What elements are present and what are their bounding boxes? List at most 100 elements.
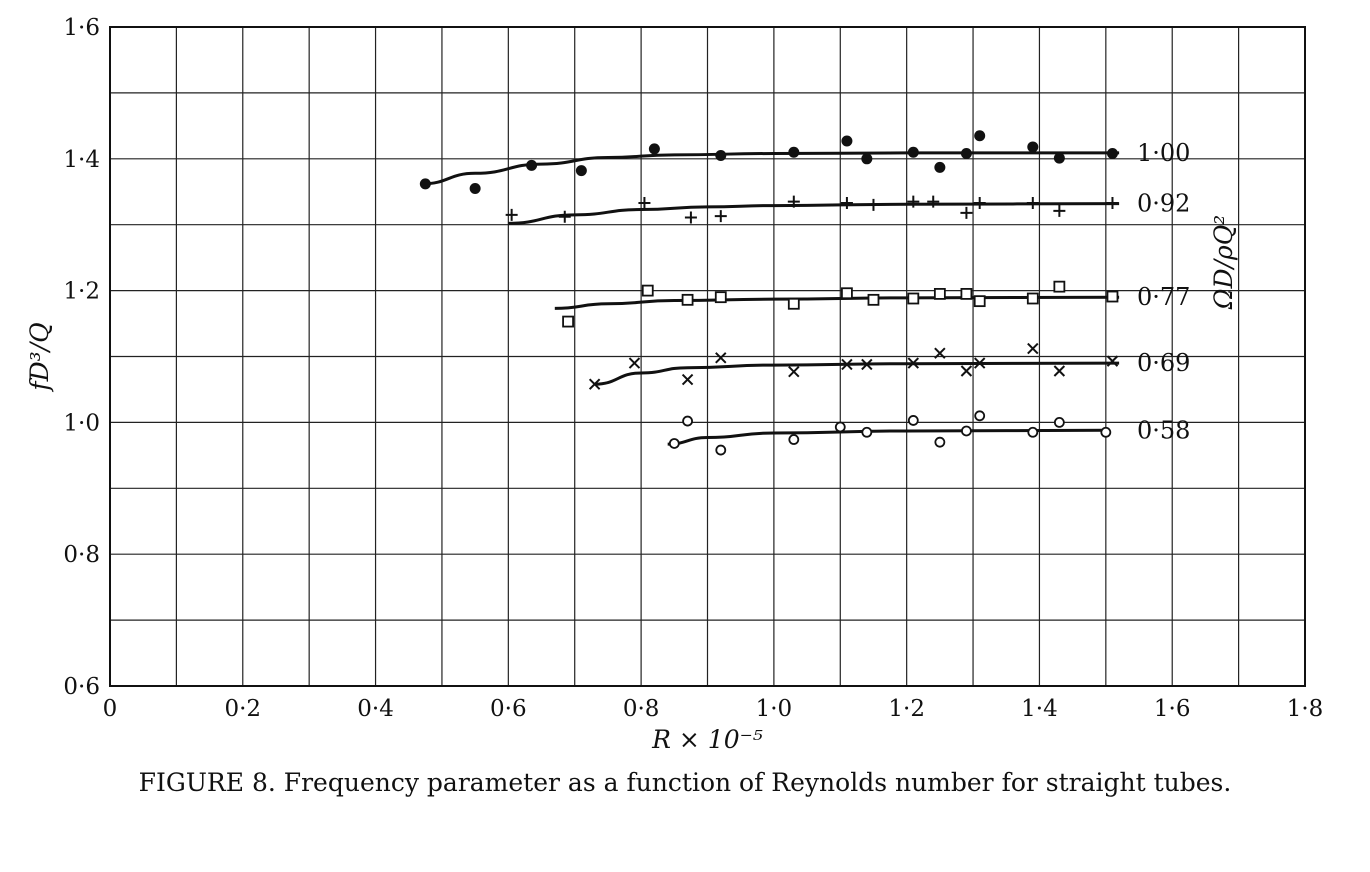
series-2: 0·77: [554, 280, 1190, 328]
x-tick-label: 0·4: [357, 696, 394, 722]
data-point: [1026, 196, 1039, 209]
data-point: [841, 358, 853, 371]
data-point: [961, 425, 972, 437]
y-tick-label: 0·8: [63, 542, 100, 568]
fitted-curve: [508, 202, 1120, 225]
data-point: [1053, 280, 1066, 293]
y-axis-label: fD³/Q: [25, 322, 54, 392]
data-point: [907, 146, 919, 158]
fitted-curve: [594, 361, 1120, 386]
figure-caption: FIGURE 8. Frequency parameter as a funct…: [138, 768, 1232, 797]
series-3: 0·69: [588, 342, 1190, 390]
data-point: [861, 426, 873, 438]
x-tick-label: 0: [103, 696, 118, 722]
data-point: [840, 196, 853, 209]
data-point: [788, 146, 800, 158]
legend-title: ΩD/ρQ²: [1209, 215, 1238, 310]
series-label: 0·92: [1137, 190, 1190, 218]
data-point: [841, 287, 853, 300]
data-point: [588, 378, 601, 390]
data-point: [834, 421, 846, 433]
data-point: [787, 297, 800, 310]
data-point: [419, 178, 431, 190]
data-point: [714, 210, 727, 223]
data-point: [1106, 148, 1118, 160]
data-point: [960, 206, 973, 219]
data-point: [788, 365, 800, 378]
data-point: [1106, 196, 1119, 209]
y-tick-label: 1·0: [63, 410, 100, 436]
data-point: [682, 415, 693, 427]
data-point: [1053, 204, 1066, 217]
data-point: [933, 287, 946, 300]
data-point: [787, 195, 800, 208]
data-point: [934, 161, 946, 173]
x-tick-label: 1·8: [1287, 696, 1324, 722]
data-point: [907, 195, 920, 208]
fitted-curve: [422, 151, 1120, 186]
data-point: [973, 357, 986, 369]
x-tick-label: 0·2: [224, 696, 261, 722]
plot-frame: [109, 26, 1306, 687]
x-tick-label: 1·2: [888, 696, 925, 722]
data-point: [714, 291, 727, 304]
data-point: [1100, 426, 1112, 438]
data-point: [867, 293, 880, 306]
data-point: [1106, 290, 1119, 303]
data-point: [628, 357, 641, 369]
data-point: [841, 135, 853, 147]
data-point: [1106, 355, 1119, 367]
plot-border: [109, 26, 1306, 687]
x-tick-label: 0·6: [490, 696, 527, 722]
x-tick-label: 1·4: [1021, 696, 1058, 722]
data-point: [1027, 426, 1039, 438]
series-label: 0·77: [1137, 283, 1190, 311]
data-point: [934, 436, 946, 448]
series-1: 0·92: [505, 190, 1190, 225]
series-0: 1·00: [419, 130, 1190, 194]
data-point: [558, 210, 571, 223]
data-point: [973, 295, 986, 308]
data-point: [907, 357, 920, 369]
data-point: [788, 434, 800, 445]
data-point: [934, 347, 946, 359]
data-point: [668, 438, 680, 449]
data-point: [960, 365, 973, 377]
x-axis-label: R × 10⁻⁵: [651, 725, 763, 754]
y-tick-label: 1·2: [63, 279, 100, 305]
x-tick-label: 1·6: [1154, 696, 1191, 722]
data-point: [684, 211, 697, 224]
data-point: [907, 292, 920, 305]
data-point: [526, 159, 538, 171]
series-label: 0·58: [1137, 416, 1190, 444]
data-point: [575, 165, 587, 177]
data-point: [562, 315, 574, 328]
data-point: [681, 293, 694, 306]
data-point: [867, 198, 880, 211]
data-point: [715, 150, 727, 162]
data-point: [927, 195, 940, 208]
y-tick-label: 1·6: [63, 15, 100, 41]
data-point: [1027, 141, 1039, 153]
data-point: [973, 196, 986, 209]
data-point: [715, 352, 727, 364]
data-point: [907, 415, 919, 426]
data-point: [1027, 342, 1039, 355]
x-tick-label: 1·0: [756, 696, 793, 722]
data-point: [469, 182, 481, 194]
data-point: [1053, 152, 1065, 164]
data-point: [974, 130, 986, 142]
data-point: [641, 284, 654, 297]
series-layer: 1·00 0·92 0·77 0·69 0·58: [419, 130, 1190, 456]
series-4: 0·58: [667, 410, 1190, 456]
x-tick-label: 0·8: [623, 696, 660, 722]
data-point: [1026, 292, 1039, 305]
y-tick-label: 1·4: [63, 147, 100, 173]
tick-labels: 0 0·2 0·4 0·6 0·8 1·0 1·2 1·4 1·6 1·8 0·6 0·8 1·0 1·2…: [63, 15, 1323, 722]
chart: 0 0·2 0·4 0·6 0·8 1·0 1·2 1·4 1·6 1·8 0·6 0·8 1·0 1·2…: [25, 15, 1323, 754]
fitted-curve: [667, 428, 1106, 446]
data-point: [861, 153, 873, 165]
data-point: [960, 287, 973, 300]
data-point: [648, 143, 660, 155]
data-point: [715, 444, 727, 456]
